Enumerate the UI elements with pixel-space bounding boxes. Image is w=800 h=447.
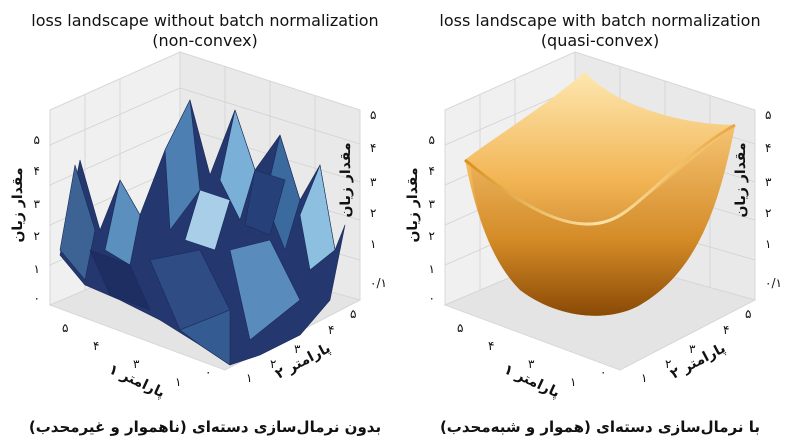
right-zl-tick-0: ۰ (429, 291, 435, 305)
right-x-ticks: ۵ ۴ ۳ ۱ ۰ (457, 321, 606, 389)
left-surface-facet-8 (229, 239, 301, 341)
left-surface-facet-10 (184, 189, 231, 251)
right-z-label-left: مقدار زیان (405, 167, 421, 242)
left-surface-facet-12 (179, 309, 231, 366)
left-zr-tick-5: ۵ (370, 108, 376, 122)
left-surface-facet-11 (244, 169, 286, 236)
right-y-tick-2: ۲ (665, 357, 671, 371)
right-x-tick-3: ۳ (528, 357, 535, 371)
right-x-tick-1: ۱ (570, 375, 576, 389)
left-z-right-ticks: ۰/۱ ۱ ۲ ۳ ۴ ۵ (370, 108, 387, 290)
left-zr-tick-4: ۴ (370, 141, 376, 155)
right-zr-tick-1: ۱ (765, 237, 771, 251)
left-x-tick-1: ۱ (175, 375, 181, 389)
right-y-tick-4: ۴ (723, 323, 729, 337)
left-y-label: پارامتر ۲ (273, 340, 333, 382)
panel-left-caption: بدون نرمال‌سازی دسته‌ای (ناهموار و غیرمح… (29, 418, 381, 436)
right-zl-tick-5: ۵ (429, 133, 435, 147)
panel-left: loss landscape without batch normalizati… (10, 11, 387, 436)
left-x-tick-0: ۰ (205, 365, 211, 379)
left-zl-tick-3: ۳ (34, 197, 41, 211)
left-z-label-right: مقدار زیان (338, 142, 354, 217)
left-x-tick-5: ۵ (62, 321, 68, 335)
right-x-tick-0: ۰ (600, 365, 606, 379)
left-zr-tick-3: ۳ (370, 175, 377, 189)
left-zl-tick-4: ۴ (34, 164, 40, 178)
left-y-tick-3: ۳ (294, 342, 301, 356)
left-surface-facet-6 (299, 164, 336, 271)
left-x-tick-4: ۴ (93, 339, 99, 353)
left-zl-tick-0: ۰ (34, 291, 40, 305)
left-surface-facet-9 (89, 249, 151, 311)
left-x-tick-3: ۳ (133, 357, 140, 371)
right-y-tick-1: ۱ (641, 371, 647, 385)
right-y-label: پارامتر ۲ (668, 340, 728, 382)
right-surface (464, 72, 736, 316)
left-y-tick-4: ۴ (328, 323, 334, 337)
left-y-tick-2: ۲ (270, 357, 276, 371)
right-zr-tick-3: ۳ (765, 175, 772, 189)
left-surface-facet-1 (59, 164, 96, 281)
right-zr-tick-5: ۵ (765, 108, 771, 122)
panel-right-caption: با نرمال‌سازی دسته‌ای (هموار و شبه‌محدب) (440, 418, 760, 436)
right-z-label-right: مقدار زیان (733, 142, 749, 217)
right-zl-tick-2: ۲ (429, 229, 435, 243)
panel-right-title-line2: (quasi-convex) (541, 31, 659, 50)
right-z-left-ticks: ۰ ۱ ۲ ۳ ۴ ۵ (429, 133, 436, 305)
left-zl-tick-1: ۱ (34, 262, 40, 276)
left-zr-tick-0: ۰/۱ (370, 276, 387, 290)
right-zl-tick-1: ۱ (429, 262, 435, 276)
right-y-ticks: ۵ ۴ ۳ ۲ ۱ (641, 307, 751, 385)
right-bowl-rim (464, 123, 736, 226)
panel-right-title-line1: loss landscape with batch normalization (439, 11, 760, 30)
left-y-tick-5: ۵ (350, 307, 356, 321)
right-zr-tick-2: ۲ (765, 206, 771, 220)
right-zl-tick-4: ۴ (429, 164, 435, 178)
right-x-tick-4: ۴ (488, 339, 494, 353)
left-zr-tick-1: ۱ (370, 237, 376, 251)
right-z-right-ticks: ۰/۱ ۱ ۲ ۳ ۴ ۵ (765, 108, 782, 290)
left-surface (59, 99, 346, 366)
right-zl-tick-3: ۳ (429, 197, 436, 211)
left-zr-tick-2: ۲ (370, 206, 376, 220)
right-y-tick-3: ۳ (689, 342, 696, 356)
left-zl-tick-2: ۲ (34, 229, 40, 243)
left-z-left-ticks: ۰ ۱ ۲ ۳ ۴ ۵ (34, 133, 41, 305)
left-y-tick-1: ۱ (246, 371, 252, 385)
right-bowl-inner (470, 126, 735, 316)
panel-right: loss landscape with batch normalization … (405, 11, 782, 436)
left-x-ticks: ۵ ۴ ۳ ۱ ۰ (62, 321, 211, 389)
right-zr-tick-0: ۰/۱ (765, 276, 782, 290)
left-z-label-left: مقدار زیان (10, 167, 26, 242)
panel-left-title-line1: loss landscape without batch normalizati… (31, 11, 378, 30)
right-x-tick-5: ۵ (457, 321, 463, 335)
left-y-ticks: ۵ ۴ ۳ ۲ ۱ (246, 307, 356, 385)
left-surface-facet-4 (219, 109, 256, 221)
panel-left-title-line2: (non-convex) (152, 31, 258, 50)
right-zr-tick-4: ۴ (765, 141, 771, 155)
right-y-tick-5: ۵ (745, 307, 751, 321)
left-zl-tick-5: ۵ (34, 133, 40, 147)
